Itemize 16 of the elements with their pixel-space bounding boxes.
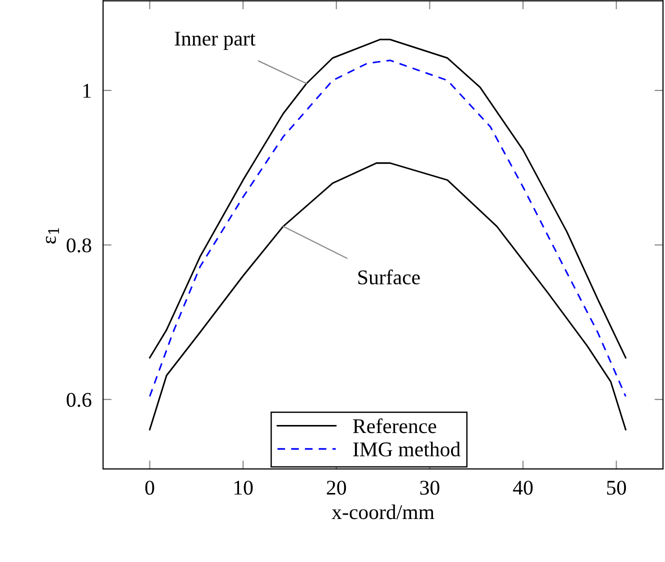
x-tick-label: 40 [513, 480, 533, 495]
y-axis-title: ε$_{1}$ [46, 228, 59, 244]
x-tick-label: 30 [420, 480, 440, 495]
legend-label: IMG method [353, 442, 460, 456]
y-tick-label: 0.8 [66, 238, 92, 252]
annotation: Surface [358, 270, 420, 284]
x-tick-label: 20 [326, 480, 346, 495]
annotation: Inner part [174, 32, 256, 50]
y-tick-label: 0.6 [66, 392, 92, 407]
legend-label: Reference [353, 418, 436, 434]
y-tick-label: 1 [83, 84, 91, 98]
x-axis-title: x-coord/mm [332, 504, 434, 520]
x-tick-label: 10 [234, 480, 253, 495]
line-series [148, 60, 626, 398]
x-tick-label: 50 [607, 480, 626, 495]
x-tick-label: 0 [145, 480, 154, 495]
